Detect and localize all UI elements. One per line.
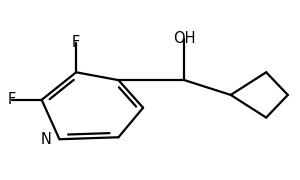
Text: F: F [72,35,80,50]
Text: N: N [41,132,52,147]
Text: F: F [8,92,16,107]
Text: OH: OH [173,31,196,46]
